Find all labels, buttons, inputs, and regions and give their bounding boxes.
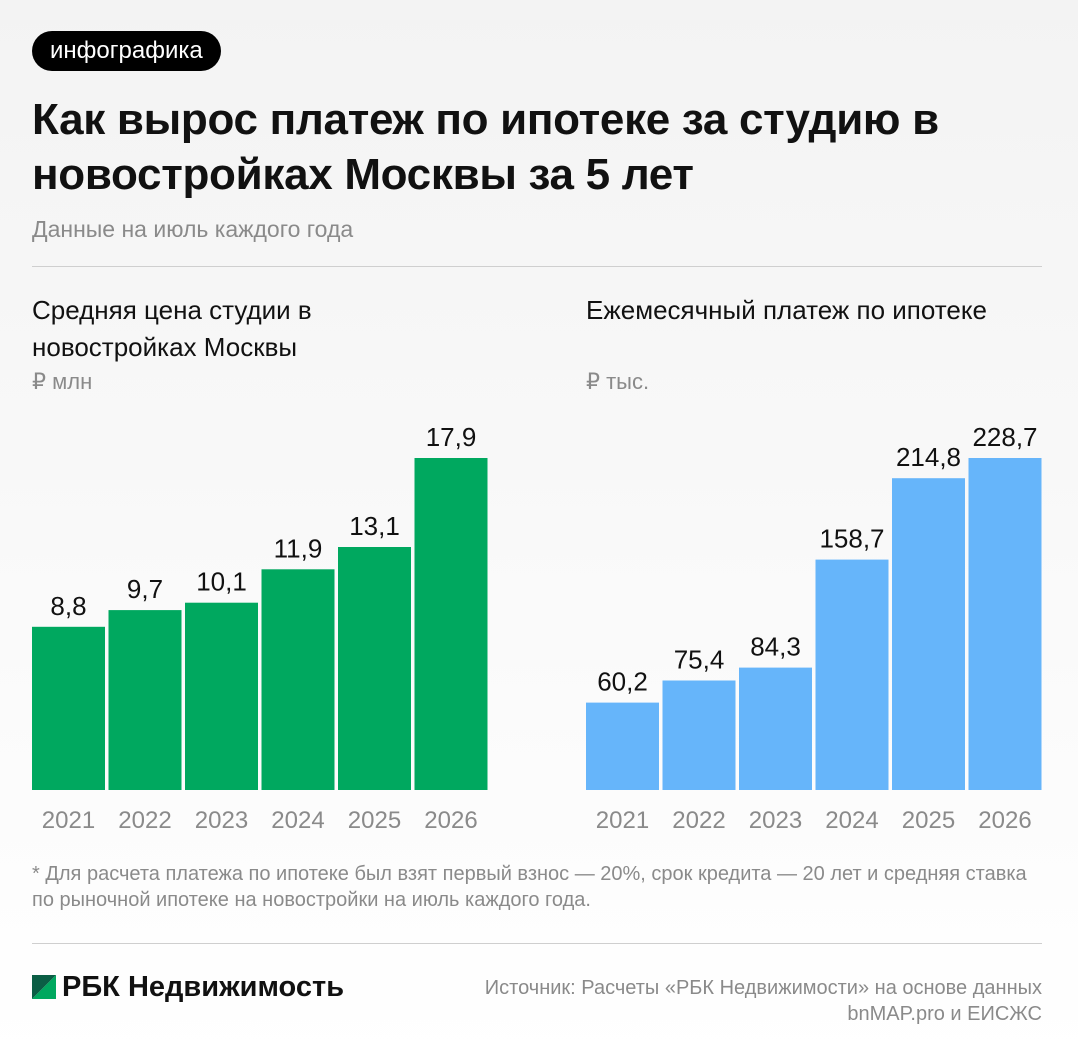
bar-2021 [32,626,105,790]
page-subtitle: Данные на июль каждого года [32,216,354,242]
data-label-2025: 13,1 [349,511,400,541]
x-tick-label-2021: 2021 [42,807,95,834]
x-tick-label-2022: 2022 [118,807,171,834]
x-tick-label-2021: 2021 [596,807,649,834]
data-label-2023: 10,1 [196,567,247,597]
payment-chart-unit: ₽ тыс. [586,369,650,394]
bar-2024 [261,569,335,790]
data-label-2026: 228,7 [972,422,1037,452]
footnote: * Для расчета платежа по ипотеке был взя… [32,863,1027,911]
price-bar-chart: 8,8 2021 9,7 2022 10,1 2023 11,9 2024 13,1 2025 17… [32,422,488,834]
data-label-2024: 11,9 [274,533,323,563]
data-label-2022: 75,4 [674,645,725,675]
data-label-2022: 9,7 [127,574,163,604]
bar-2025 [892,478,965,790]
x-tick-label-2024: 2024 [271,807,324,834]
source-note: Источник: Расчеты «РБК Недвижимости» на … [484,977,1042,1025]
data-label-2025: 214,8 [896,442,961,472]
x-tick-label-2025: 2025 [902,807,955,834]
x-tick-label-2023: 2023 [195,807,248,834]
price-chart-title: Средняя цена студии в новостройках Москв… [32,295,312,362]
bar-2025 [338,547,411,790]
bar-2022 [108,610,182,790]
data-label-2024: 158,7 [819,524,884,554]
brand-name: РБК Недвижимость [62,970,345,1003]
bar-2021 [586,702,659,790]
rbc-triangle-logo-icon [32,975,56,999]
bottom-divider [32,943,1042,944]
data-label-2021: 60,2 [597,667,648,697]
data-label-2026: 17,9 [426,422,477,452]
bar-2026 [968,458,1042,790]
bar-2026 [414,458,488,790]
payment-chart-title: Ежемесячный платеж по ипотеке [586,295,987,325]
page-title: Как вырос платеж по ипотеке за студию в … [32,95,939,199]
x-tick-label-2022: 2022 [672,807,725,834]
top-divider [32,266,1042,267]
price-chart-unit: ₽ млн [32,369,93,394]
bar-2022 [662,680,736,790]
x-tick-label-2023: 2023 [749,807,802,834]
x-tick-label-2025: 2025 [348,807,401,834]
x-tick-label-2026: 2026 [424,807,477,834]
bar-2024 [815,559,889,790]
infographic-badge: инфографика [32,31,221,71]
data-label-2023: 84,3 [750,632,801,662]
x-tick-label-2024: 2024 [825,807,878,834]
bar-2023 [739,667,812,790]
bar-2023 [185,602,258,790]
payment-bar-chart: 60,2 2021 75,4 2022 84,3 2023 158,7 2024 214,8 20… [586,422,1042,834]
data-label-2021: 8,8 [50,591,86,621]
x-tick-label-2026: 2026 [978,807,1031,834]
brand-logo: РБК Недвижимость [32,971,344,1003]
